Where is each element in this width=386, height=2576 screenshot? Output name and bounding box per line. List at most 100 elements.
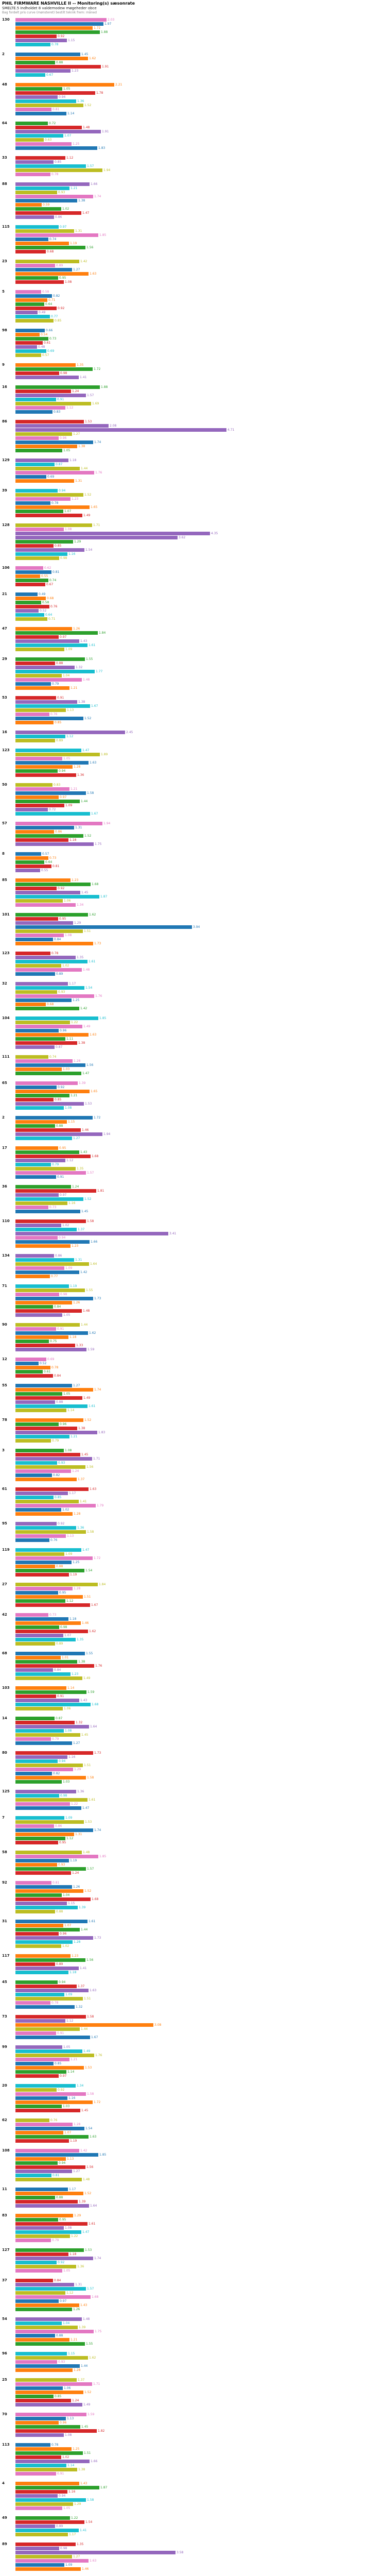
bar-row: 0.78 bbox=[15, 951, 384, 955]
bar-stack: 1.17 1.54 0.93 1.76 1.25 0.68 1.42 bbox=[15, 981, 384, 1010]
bar bbox=[15, 2264, 76, 2268]
bar-row: 1.51 bbox=[15, 1595, 384, 1599]
bar-value-label: 1.09 bbox=[65, 1816, 73, 1820]
bar bbox=[15, 1548, 81, 1552]
bar-row: 1.72 bbox=[15, 367, 384, 371]
bar-row: 0.88 bbox=[15, 1564, 384, 1568]
bar-row: 1.12 bbox=[15, 2019, 384, 2023]
bar bbox=[15, 56, 88, 60]
bar-row: 0.96 bbox=[15, 2420, 384, 2425]
bar-value-label: 1.26 bbox=[73, 626, 80, 631]
bar bbox=[15, 2498, 86, 2502]
bar-row: 1.21 bbox=[15, 787, 384, 791]
bar-value-label: 1.49 bbox=[83, 1396, 91, 1400]
bar bbox=[15, 1262, 89, 1266]
bar bbox=[15, 341, 43, 345]
bar bbox=[15, 592, 38, 596]
bar-row: 1.49 bbox=[15, 1024, 384, 1028]
bar-row: 1.54 bbox=[15, 2520, 384, 2524]
bar-row: 1.63 bbox=[15, 1032, 384, 1037]
bar bbox=[15, 799, 80, 803]
bar-value-label: 2.03 bbox=[108, 18, 115, 22]
bar-value-label: 1.68 bbox=[92, 2295, 99, 2299]
bar-row: 1.17 bbox=[15, 981, 384, 986]
bar-row: 0.95 bbox=[15, 276, 384, 280]
bar bbox=[15, 474, 46, 479]
bar-value-label: 3.41 bbox=[169, 1231, 177, 1235]
bar-row: 1.57 bbox=[15, 164, 384, 168]
bar-row: 1.26 bbox=[15, 626, 384, 631]
bar-row: 0.83 bbox=[15, 783, 384, 787]
bar bbox=[15, 2088, 57, 2092]
bar bbox=[15, 26, 93, 30]
bar-row: 1.74 bbox=[15, 1828, 384, 1832]
bar-stack: 1.44 0.91 1.62 1.18 0.75 1.33 1.59 bbox=[15, 1323, 384, 1351]
bar-value-label: 1.02 bbox=[62, 1507, 69, 1512]
bar bbox=[15, 1897, 91, 1901]
bar-row: 0.93 bbox=[15, 2360, 384, 2364]
bar-value-label: 1.61 bbox=[89, 1798, 96, 1802]
bar bbox=[15, 2502, 73, 2506]
bar-value-label: 1.52 bbox=[84, 2191, 92, 2195]
bar-value-label: 0.85 bbox=[55, 1097, 62, 1101]
bar-group: 61 1.63 1.17 0.85 1.41 1.79 1.02 1.28 bbox=[2, 1487, 384, 1516]
bar bbox=[15, 1940, 73, 1944]
bar-value-label: 1.12 bbox=[66, 2291, 74, 2295]
bar-value-label: 1.72 bbox=[94, 26, 101, 30]
bar bbox=[15, 2005, 75, 2009]
bar bbox=[15, 2045, 62, 2049]
bar bbox=[15, 52, 80, 56]
bar-group: 17 0.95 1.43 1.68 1.12 0.79 1.35 1.57 0.91 bbox=[2, 1146, 384, 1179]
bar-group: 32 1.17 1.54 0.93 1.76 1.25 0.68 1.42 bbox=[2, 981, 384, 1010]
bar-row: 1.21 bbox=[15, 2337, 384, 2342]
bar-value-label: 0.73 bbox=[49, 1205, 57, 1209]
bar-value-label: 1.04 bbox=[63, 673, 70, 677]
bar-row: 0.72 bbox=[15, 121, 384, 125]
bar-row: 1.62 bbox=[15, 2355, 384, 2360]
bar-group: 70 1.59 1.13 0.96 1.45 1.82 1.08 bbox=[2, 2412, 384, 2437]
bar-value-label: 0.94 bbox=[59, 769, 66, 773]
bar bbox=[15, 1430, 97, 1434]
bar-row: 1.25 bbox=[15, 2447, 384, 2451]
bar bbox=[15, 2035, 90, 2039]
group-label: 62 bbox=[2, 2118, 7, 2122]
bar-row: 1.28 bbox=[15, 1940, 384, 1944]
bar-value-label: 0.89 bbox=[56, 263, 63, 267]
bar-group: 16 1.88 1.24 1.57 0.91 1.69 1.12 0.83 bbox=[2, 385, 384, 414]
bar-value-label: 1.13 bbox=[67, 1534, 74, 1538]
bar-stack: 1.66 1.21 0.93 1.74 1.38 0.59 1.02 1.47 0.86 bbox=[15, 182, 384, 219]
bar-value-label: 0.48 bbox=[38, 345, 45, 349]
bar-value-label: 0.87 bbox=[56, 1716, 63, 1720]
bar bbox=[15, 856, 48, 860]
bar-row: 1.77 bbox=[15, 669, 384, 673]
bar bbox=[15, 712, 49, 716]
bar-value-label: 1.08 bbox=[65, 933, 72, 937]
bar-group: 117 1.23 1.56 0.89 1.41 1.18 bbox=[2, 1954, 384, 1974]
bar bbox=[15, 1793, 59, 1798]
bar bbox=[15, 2199, 78, 2204]
bar bbox=[15, 2342, 85, 2346]
bar-value-label: 1.37 bbox=[78, 1227, 85, 1231]
bar-value-label: 1.09 bbox=[65, 2563, 73, 2567]
bar-row: 1.71 bbox=[15, 1456, 384, 1461]
bar-value-label: 3.62 bbox=[179, 535, 186, 539]
bar bbox=[15, 1625, 59, 1629]
bar-stack: 1.63 1.17 0.85 1.41 1.79 1.02 1.28 bbox=[15, 1487, 384, 1516]
bar-stack: 0.97 1.31 1.85 0.74 1.19 1.56 0.68 bbox=[15, 225, 384, 253]
bar-row: 1.37 bbox=[15, 1227, 384, 1231]
bar-group: 4 1.43 1.87 1.16 0.94 1.58 1.29 1.05 bbox=[2, 2481, 384, 2510]
bar bbox=[15, 596, 46, 600]
bar bbox=[15, 2177, 82, 2181]
bar-row: 1.13 bbox=[15, 2416, 384, 2420]
bar bbox=[15, 2567, 81, 2571]
bar-value-label: 1.38 bbox=[78, 198, 85, 202]
bar bbox=[15, 1296, 93, 1300]
bar-row: 0.71 bbox=[15, 298, 384, 302]
bar bbox=[15, 233, 98, 237]
bar bbox=[15, 111, 66, 115]
bar bbox=[15, 164, 86, 168]
bar-value-label: 0.95 bbox=[59, 276, 66, 280]
bar bbox=[15, 2191, 83, 2195]
bar bbox=[15, 1162, 51, 1166]
bar-value-label: 0.74 bbox=[49, 237, 57, 241]
